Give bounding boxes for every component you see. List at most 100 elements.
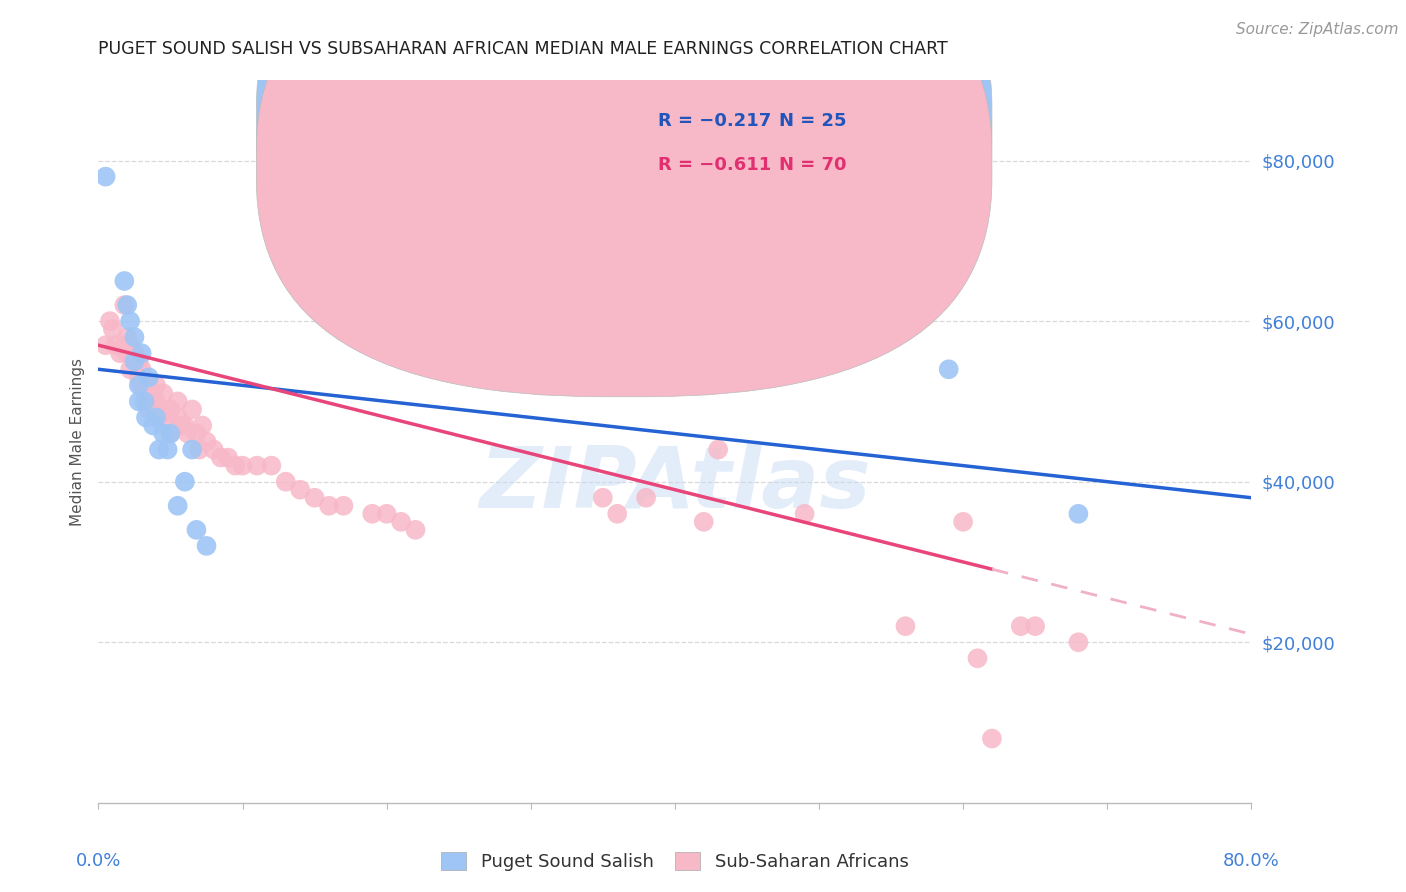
Text: PUGET SOUND SALISH VS SUBSAHARAN AFRICAN MEDIAN MALE EARNINGS CORRELATION CHART: PUGET SOUND SALISH VS SUBSAHARAN AFRICAN…	[98, 40, 948, 58]
Point	[117, 330, 139, 344]
Point	[152, 386, 174, 401]
Point	[186, 523, 208, 537]
Point	[142, 418, 165, 433]
Point	[1024, 619, 1046, 633]
Point	[131, 378, 153, 392]
Point	[135, 394, 157, 409]
Point	[202, 442, 225, 457]
Point	[128, 354, 150, 368]
Point	[98, 314, 121, 328]
Point	[592, 491, 614, 505]
Point	[108, 346, 131, 360]
Point	[124, 354, 146, 368]
Point	[389, 515, 412, 529]
Point	[94, 338, 117, 352]
Point	[94, 169, 117, 184]
Point	[120, 362, 142, 376]
Point	[375, 507, 398, 521]
Point	[177, 426, 200, 441]
Point	[304, 491, 326, 505]
Point	[166, 499, 188, 513]
Text: ZIPAtlas: ZIPAtlas	[479, 443, 870, 526]
Text: N = 70: N = 70	[779, 156, 846, 174]
Point	[188, 442, 211, 457]
Point	[124, 346, 146, 360]
Point	[117, 298, 139, 312]
Text: Source: ZipAtlas.com: Source: ZipAtlas.com	[1236, 22, 1399, 37]
Point	[152, 426, 174, 441]
Point	[1010, 619, 1032, 633]
Point	[117, 346, 139, 360]
Point	[707, 442, 730, 457]
Text: 0.0%: 0.0%	[76, 852, 121, 870]
Point	[134, 394, 156, 409]
Point	[138, 402, 160, 417]
Point	[156, 410, 179, 425]
Point	[124, 354, 146, 368]
Text: R = −0.611: R = −0.611	[658, 156, 770, 174]
Point	[274, 475, 297, 489]
Point	[145, 394, 167, 409]
Point	[138, 370, 160, 384]
Point	[793, 507, 815, 521]
Point	[693, 515, 716, 529]
Point	[166, 394, 188, 409]
Point	[159, 426, 181, 441]
Point	[124, 330, 146, 344]
Point	[191, 418, 214, 433]
Point	[152, 402, 174, 417]
Point	[142, 386, 165, 401]
Point	[138, 378, 160, 392]
Point	[186, 426, 208, 441]
Point	[332, 499, 354, 513]
Point	[894, 619, 917, 633]
Point	[181, 402, 204, 417]
Point	[361, 507, 384, 521]
Point	[148, 410, 170, 425]
Point	[104, 338, 127, 352]
Point	[131, 362, 153, 376]
Point	[148, 442, 170, 457]
Point	[170, 418, 193, 433]
Point	[174, 418, 197, 433]
Point	[142, 402, 165, 417]
Point	[128, 370, 150, 384]
Y-axis label: Median Male Earnings: Median Male Earnings	[69, 358, 84, 525]
Point	[112, 338, 135, 352]
Text: R = −0.217: R = −0.217	[658, 112, 770, 130]
Point	[128, 394, 150, 409]
Point	[166, 410, 188, 425]
Point	[135, 410, 157, 425]
Legend: Puget Sound Salish, Sub-Saharan Africans: Puget Sound Salish, Sub-Saharan Africans	[433, 846, 917, 879]
FancyBboxPatch shape	[256, 0, 993, 397]
Point	[145, 410, 167, 425]
Point	[145, 378, 167, 392]
Point	[217, 450, 239, 465]
Point	[224, 458, 246, 473]
FancyBboxPatch shape	[256, 0, 993, 353]
Point	[181, 442, 204, 457]
Point	[405, 523, 427, 537]
Point	[318, 499, 340, 513]
Point	[636, 491, 658, 505]
Point	[112, 298, 135, 312]
Point	[101, 322, 124, 336]
Point	[112, 274, 135, 288]
Point	[134, 378, 156, 392]
Point	[938, 362, 960, 376]
Point	[128, 378, 150, 392]
Point	[174, 475, 197, 489]
Point	[231, 458, 254, 473]
Point	[952, 515, 974, 529]
Point	[981, 731, 1004, 746]
Point	[1067, 635, 1090, 649]
Point	[195, 434, 218, 449]
FancyBboxPatch shape	[589, 91, 894, 196]
Text: N = 25: N = 25	[779, 112, 846, 130]
Point	[246, 458, 269, 473]
Point	[131, 346, 153, 360]
Text: 80.0%: 80.0%	[1223, 852, 1279, 870]
Point	[260, 458, 283, 473]
Point	[966, 651, 988, 665]
Point	[606, 507, 628, 521]
